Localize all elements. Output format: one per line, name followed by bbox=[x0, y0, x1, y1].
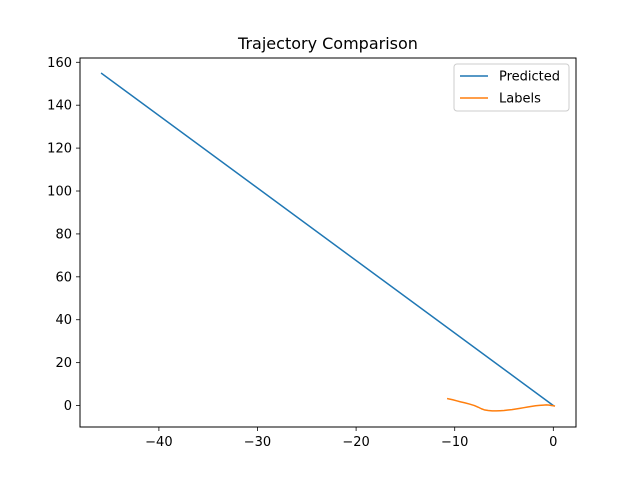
y-tick-label: 20 bbox=[55, 356, 72, 371]
y-tick-label: 80 bbox=[55, 227, 72, 242]
series-line-labels bbox=[446, 397, 556, 412]
legend: Predicted Labels bbox=[453, 63, 570, 112]
y-tick-label: 40 bbox=[55, 313, 72, 328]
x-tick-label: −30 bbox=[244, 435, 271, 450]
legend-label-predicted: Predicted bbox=[499, 70, 560, 85]
legend-label-labels: Labels bbox=[499, 92, 541, 107]
plot-area-frame bbox=[79, 57, 577, 428]
y-tick-label: 140 bbox=[47, 99, 72, 114]
y-axis: 0 20 40 60 80 100 120 140 160 bbox=[47, 56, 80, 414]
y-tick-label: 60 bbox=[55, 270, 72, 285]
y-tick-label: 100 bbox=[47, 185, 72, 200]
chart-title: Trajectory Comparison bbox=[237, 34, 418, 53]
x-tick-label: −40 bbox=[145, 435, 172, 450]
x-tick-label: −20 bbox=[342, 435, 369, 450]
y-tick-label: 160 bbox=[47, 56, 72, 71]
y-tick-label: 0 bbox=[64, 399, 72, 414]
x-tick-label: −10 bbox=[441, 435, 468, 450]
series-line-predicted bbox=[100, 72, 555, 407]
x-axis: −40 −30 −20 −10 0 bbox=[145, 427, 557, 450]
y-tick-label: 120 bbox=[47, 142, 72, 157]
x-tick-label: 0 bbox=[549, 435, 557, 450]
series-layer bbox=[100, 72, 556, 412]
